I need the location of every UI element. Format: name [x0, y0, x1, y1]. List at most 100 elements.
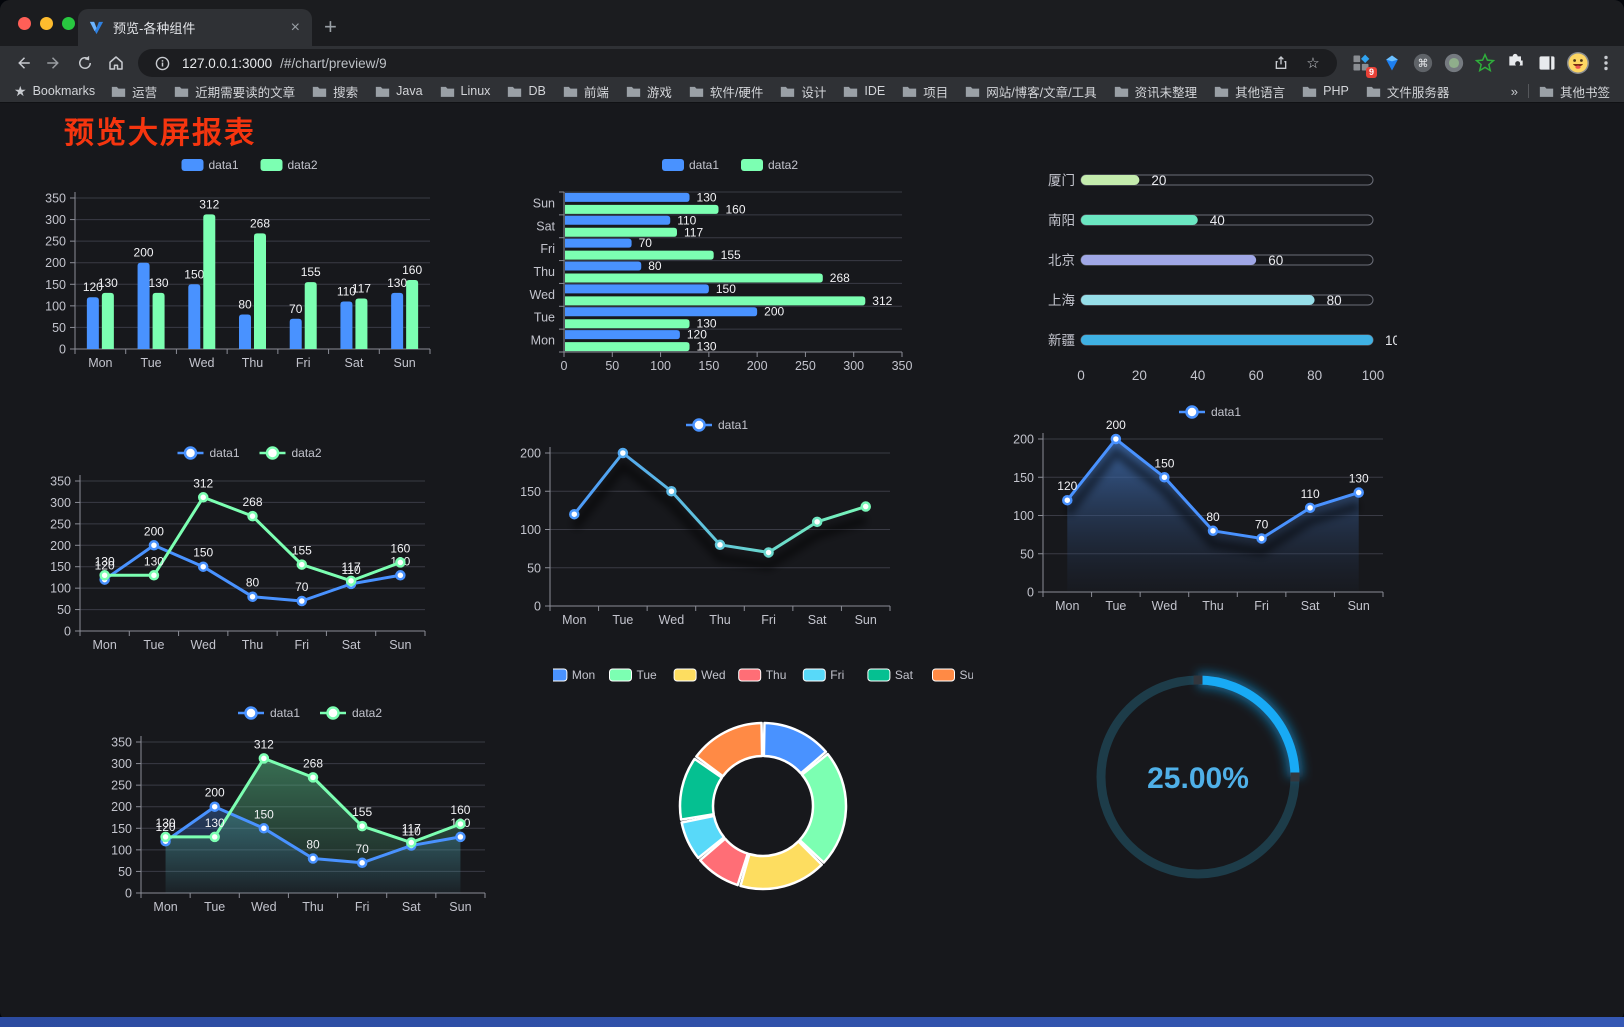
svg-text:Tue: Tue [1105, 599, 1126, 613]
svg-text:150: 150 [193, 546, 213, 560]
home-button[interactable] [101, 49, 130, 77]
svg-text:268: 268 [242, 495, 262, 509]
svg-text:130: 130 [144, 554, 164, 568]
svg-text:Sat: Sat [402, 900, 421, 914]
bookmarks-overflow-chevron[interactable]: » [1510, 83, 1518, 99]
extension-command-icon[interactable]: ⌘ [1411, 51, 1435, 75]
svg-text:50: 50 [118, 865, 132, 879]
svg-text:25.00%: 25.00% [1147, 762, 1249, 795]
bookmark-folder[interactable]: 网站/博客/文章/工具 [965, 82, 1097, 101]
bookmark-folder[interactable]: 前端 [563, 82, 609, 101]
svg-text:312: 312 [872, 294, 892, 308]
extension-badge: 9 [1365, 67, 1377, 78]
bookmark-folder[interactable]: 软件/硬件 [689, 82, 763, 101]
chart-line-area-two-series[interactable]: 0 50 100 150 200 250 300 350 Mon Tue Wed Thu Fri Sat S… [95, 672, 520, 918]
svg-text:Sat: Sat [808, 613, 827, 627]
other-bookmarks-folder[interactable]: 其他书签 [1539, 82, 1610, 101]
chart-gauge-progress[interactable]: 25.00% [1088, 663, 1313, 895]
svg-text:50: 50 [52, 321, 66, 335]
bookmark-folder[interactable]: 其他语言 [1214, 82, 1285, 101]
extension-star-icon[interactable] [1473, 51, 1497, 75]
chart-area-single-series[interactable]: 0 50 100 150 200 Mon Tue Wed Thu Fri Sat Sun 120 200 1… [985, 390, 1395, 622]
close-window-button[interactable] [18, 17, 31, 30]
svg-text:Tue: Tue [141, 356, 162, 370]
browser-menu-icon[interactable] [1596, 51, 1616, 75]
extension-gem-icon[interactable] [1380, 51, 1404, 75]
svg-text:110: 110 [402, 825, 421, 839]
svg-text:Thu: Thu [533, 265, 555, 279]
svg-text:110: 110 [337, 285, 356, 299]
svg-text:50: 50 [57, 603, 71, 617]
svg-text:Thu: Thu [766, 668, 787, 682]
chart-line-two-series[interactable]: 0 50 100 150 200 250 300 350 Mon Tue Wed Thu Fri Sat S… [35, 425, 465, 667]
bookmarks-label[interactable]: Bookmarks [32, 84, 96, 98]
chart-grouped-bar-horizontal[interactable]: Sun Sat Fri Thu Wed Tue Mon 0 50 100 150 200 250 300 3… [500, 145, 920, 377]
bookmark-folder[interactable]: 近期需要读的文章 [174, 82, 295, 101]
svg-text:上海: 上海 [1048, 293, 1075, 308]
svg-text:117: 117 [402, 822, 421, 836]
extension-sidepanel-icon[interactable] [1535, 51, 1559, 75]
reload-button[interactable] [70, 49, 99, 77]
chart-donut[interactable]: Mon Tue Wed Thu Fri Sat Sun [544, 660, 981, 906]
url-host: 127.0.0.1:3000 [182, 55, 273, 71]
tab-title: 预览-各种组件 [113, 21, 196, 36]
bookmark-star-icon[interactable]: ☆ [1306, 55, 1320, 72]
svg-text:0: 0 [534, 600, 541, 614]
bookmark-folder[interactable]: DB [507, 84, 546, 98]
svg-text:Sun: Sun [449, 900, 471, 914]
svg-text:268: 268 [830, 271, 850, 285]
extension-record-icon[interactable] [1442, 51, 1466, 75]
bookmark-folder[interactable]: 运营 [111, 82, 157, 101]
bookmark-folder[interactable]: Java [375, 84, 423, 98]
svg-text:北京: 北京 [1048, 253, 1075, 268]
bookmark-folder[interactable]: 资讯未整理 [1114, 82, 1197, 101]
bookmark-folder[interactable]: PHP [1302, 84, 1349, 98]
svg-text:150: 150 [1013, 471, 1034, 485]
svg-text:100: 100 [650, 359, 671, 373]
svg-text:110: 110 [1301, 487, 1320, 501]
bookmark-folder[interactable]: IDE [843, 84, 885, 98]
tab-close-icon[interactable]: × [290, 18, 300, 36]
svg-text:Mon: Mon [572, 668, 595, 682]
bookmark-folder[interactable]: 文件服务器 [1366, 82, 1449, 101]
bookmark-folder[interactable]: 游戏 [626, 82, 672, 101]
svg-text:130: 130 [205, 816, 225, 830]
svg-text:100: 100 [1362, 368, 1385, 383]
svg-text:⌘: ⌘ [1418, 58, 1429, 70]
svg-text:新疆: 新疆 [1048, 333, 1075, 348]
svg-text:160: 160 [402, 263, 422, 277]
svg-text:120: 120 [83, 280, 103, 294]
svg-text:150: 150 [184, 267, 204, 281]
svg-text:250: 250 [111, 779, 132, 793]
chart-gradient-line[interactable]: 0 50 100 150 200 Mon Tue Wed Thu Fri Sat Sun data1 [500, 395, 920, 633]
page-info-icon[interactable] [150, 56, 174, 71]
bookmark-folder[interactable]: Linux [440, 84, 490, 98]
bookmark-folder[interactable]: 设计 [780, 82, 826, 101]
back-button[interactable] [8, 49, 37, 77]
svg-text:120: 120 [1057, 479, 1077, 493]
bookmark-folder-list: 运营 近期需要读的文章 搜索 Java Linux DB 前端 游戏 软件/硬件 设计 IDE 项目网… [111, 82, 1499, 101]
svg-text:Fri: Fri [540, 242, 555, 256]
fullscreen-window-button[interactable] [62, 17, 75, 30]
bookmarks-star-icon[interactable]: ★ [14, 82, 27, 99]
chart-progress-bars[interactable]: 厦门 20 南阳 40 北京 60 上海 80 新疆 100 0 20 40 60 80 100 [995, 148, 1408, 398]
share-icon[interactable] [1269, 55, 1293, 71]
browser-tab[interactable]: 预览-各种组件 × [78, 9, 312, 46]
profile-avatar[interactable] [1566, 51, 1590, 75]
minimize-window-button[interactable] [40, 17, 53, 30]
chart-grouped-bar-vertical[interactable]: 0 50 100 150 200 250 300 350 Mon Tue Wed Thu Fri Sat S… [35, 145, 465, 377]
new-tab-button[interactable]: + [324, 14, 337, 39]
forward-button[interactable] [39, 49, 68, 77]
bookmark-folder[interactable]: 项目 [902, 82, 948, 101]
extension-puzzle-icon[interactable] [1504, 51, 1528, 75]
extension-grid-icon[interactable]: 9 [1349, 51, 1377, 78]
svg-text:350: 350 [50, 475, 71, 489]
svg-text:Wed: Wed [530, 288, 556, 302]
bookmark-folder[interactable]: 搜索 [312, 82, 358, 101]
url-bar[interactable]: 127.0.0.1:3000 /#/chart/preview/9 ☆ [138, 49, 1337, 77]
svg-text:200: 200 [45, 256, 66, 270]
svg-text:200: 200 [144, 524, 164, 538]
svg-text:Sat: Sat [345, 356, 364, 370]
svg-text:Mon: Mon [531, 334, 555, 348]
